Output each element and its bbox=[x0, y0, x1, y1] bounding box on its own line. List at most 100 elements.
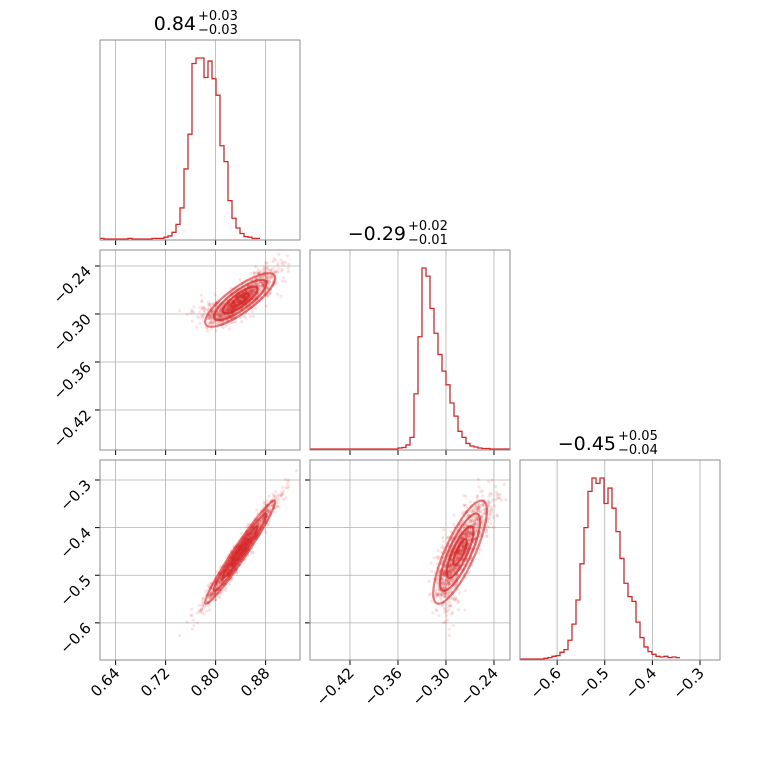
panel-scatter-param-1-vs-3: 0.64 0.72 0.80 0.88 −0.6 −0.5 −0.4 −0.3 bbox=[56, 459, 301, 700]
sample-point bbox=[224, 309, 228, 313]
sample-point bbox=[277, 252, 281, 256]
sample-point bbox=[239, 531, 244, 535]
sample-point bbox=[241, 295, 245, 299]
sample-point bbox=[226, 307, 231, 311]
sample-point bbox=[227, 307, 232, 311]
sample-point bbox=[477, 551, 481, 555]
sample-point bbox=[258, 270, 262, 275]
sample-point bbox=[226, 308, 230, 312]
sample-point bbox=[285, 482, 289, 486]
sample-point bbox=[222, 313, 227, 317]
sample-point bbox=[185, 620, 189, 624]
sample-point bbox=[240, 298, 244, 302]
sample-point bbox=[487, 525, 491, 529]
sample-point bbox=[216, 316, 221, 320]
sample-point bbox=[436, 593, 440, 597]
sample-point bbox=[443, 594, 447, 599]
y-tick-label: −0.30 bbox=[50, 310, 95, 355]
sample-point bbox=[283, 279, 288, 284]
sample-point bbox=[223, 314, 227, 319]
sample-point bbox=[218, 315, 222, 319]
sample-point bbox=[197, 316, 201, 320]
sample-point bbox=[496, 496, 501, 500]
sample-point bbox=[206, 604, 210, 608]
sample-point bbox=[240, 295, 245, 299]
sample-point bbox=[276, 270, 280, 274]
sample-point bbox=[248, 289, 252, 293]
sample-point bbox=[470, 518, 474, 523]
sample-point bbox=[488, 521, 493, 525]
sample-point bbox=[210, 313, 214, 317]
sample-point bbox=[233, 302, 237, 306]
sample-point bbox=[256, 267, 260, 272]
sample-point bbox=[205, 326, 209, 330]
sample-point bbox=[452, 522, 456, 526]
x-tick-label: −0.42 bbox=[313, 664, 358, 709]
sample-point bbox=[213, 293, 217, 297]
sample-point bbox=[266, 267, 270, 271]
sample-point bbox=[253, 283, 257, 287]
sample-point bbox=[202, 308, 207, 313]
x-tick-label: −0.5 bbox=[574, 664, 612, 702]
x-tick-label: −0.4 bbox=[622, 664, 660, 702]
sample-point bbox=[474, 525, 479, 530]
sample-point bbox=[452, 513, 456, 517]
sample-point bbox=[279, 294, 283, 298]
sample-point bbox=[286, 479, 290, 484]
sample-point bbox=[432, 556, 436, 560]
sample-point bbox=[219, 314, 223, 318]
sample-point bbox=[286, 266, 290, 270]
sample-point bbox=[198, 610, 202, 615]
sample-point bbox=[240, 296, 244, 300]
panel-frame bbox=[309, 249, 511, 451]
sample-point bbox=[273, 269, 277, 274]
sample-point bbox=[429, 561, 433, 565]
sample-point bbox=[264, 276, 269, 281]
sample-point bbox=[445, 613, 449, 617]
sample-point bbox=[195, 611, 199, 615]
sample-point bbox=[275, 281, 279, 285]
sample-points bbox=[427, 477, 508, 638]
sample-point bbox=[231, 306, 235, 311]
panel-hist-param-3: −0.6 −0.5 −0.4 −0.3 −0.45 +0.05−0.04 bbox=[519, 429, 721, 703]
sample-point bbox=[448, 600, 452, 604]
sample-point bbox=[199, 299, 203, 304]
sample-point bbox=[273, 258, 278, 262]
histogram-step bbox=[520, 477, 680, 660]
sample-point bbox=[261, 282, 265, 286]
sample-point bbox=[458, 591, 462, 595]
sample-point bbox=[227, 306, 232, 310]
sample-point bbox=[189, 311, 193, 315]
sample-point bbox=[472, 522, 476, 526]
param-title-median: 0.84 bbox=[154, 13, 196, 35]
sample-point bbox=[263, 269, 267, 273]
param-title-minus: −0.01 bbox=[408, 233, 448, 248]
sample-point bbox=[261, 267, 266, 271]
sample-point bbox=[431, 611, 435, 615]
sample-point bbox=[443, 591, 447, 596]
sample-point bbox=[436, 549, 440, 553]
sample-point bbox=[454, 558, 458, 562]
histogram-step bbox=[310, 267, 510, 450]
sample-point bbox=[493, 504, 497, 508]
sample-point bbox=[268, 268, 273, 272]
sample-point bbox=[249, 288, 253, 292]
sample-point bbox=[201, 305, 205, 310]
sample-point bbox=[190, 309, 194, 313]
sample-point bbox=[251, 288, 256, 292]
sample-point bbox=[219, 313, 223, 318]
x-tick-label: 0.64 bbox=[87, 664, 123, 700]
sample-point bbox=[260, 280, 264, 284]
sample-point bbox=[443, 579, 447, 584]
sample-point bbox=[239, 297, 243, 302]
sample-point bbox=[475, 497, 479, 501]
sample-point bbox=[262, 500, 266, 504]
y-tick-label: −0.5 bbox=[56, 571, 94, 609]
sample-point bbox=[252, 271, 256, 275]
sample-point bbox=[275, 270, 279, 274]
sample-point bbox=[234, 301, 238, 306]
sample-point bbox=[221, 326, 225, 330]
sample-point bbox=[463, 608, 467, 612]
sample-point bbox=[215, 312, 220, 317]
sample-point bbox=[250, 290, 254, 294]
